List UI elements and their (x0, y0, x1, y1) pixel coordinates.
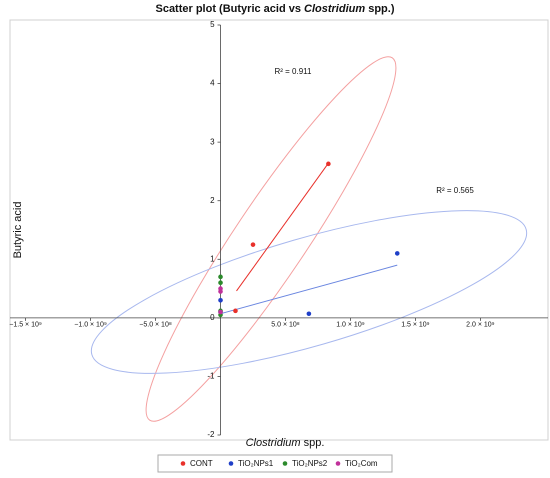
trendline (222, 264, 398, 314)
x-tick-label: −1.0 × 10⁹ (74, 322, 107, 329)
confidence-ellipse (145, 56, 397, 422)
title-part: Scatter plot (Butyric acid vs (155, 3, 304, 15)
point (326, 161, 331, 167)
point (250, 242, 256, 247)
trendline (236, 162, 329, 292)
point (218, 309, 223, 315)
y-tick-label: 5 (210, 20, 215, 29)
legend-label: TiO₂NPs2 (292, 459, 328, 468)
x-tick-label: 1.0 × 10⁹ (336, 322, 365, 329)
chart-title: Scatter plot (Butyric acid vs Clostridiu… (155, 3, 394, 15)
y-tick-label: -1 (207, 372, 215, 381)
x-tick-label: −1.5 × 10⁹ (9, 322, 42, 329)
point (218, 274, 223, 280)
point (218, 289, 223, 294)
x-tick-label: 2.0 × 10⁹ (466, 322, 495, 329)
point (394, 251, 400, 256)
legend-label: TiO₂Com (345, 459, 378, 468)
point (218, 297, 223, 303)
legend-marker (228, 461, 234, 466)
title-part: spp.) (365, 3, 395, 15)
r-squared-label: R² = 0.911 (275, 67, 313, 76)
plot-frame (9, 19, 549, 441)
x-tick-label: 5.0 × 10⁸ (271, 322, 299, 329)
y-tick-label: 4 (210, 79, 215, 88)
y-tick-label: 0 (210, 313, 215, 322)
x-axis-label: Clostridium spp. (246, 437, 325, 449)
y-tick-label: -2 (207, 430, 215, 439)
title-part: Clostridium (304, 3, 365, 15)
r-squared-label: R² = 0.565 (436, 186, 474, 195)
point (218, 280, 223, 286)
y-axis-label: Butyric acid (12, 202, 24, 259)
legend-label: CONT (190, 459, 213, 468)
legend-label: TiO₂NPs1 (238, 459, 274, 468)
x-tick-label: 1.5 × 10⁹ (401, 322, 430, 329)
confidence-ellipse (90, 210, 528, 374)
point (233, 308, 238, 314)
legend (157, 454, 393, 473)
y-tick-label: 2 (210, 196, 215, 205)
legend-marker (335, 461, 341, 466)
x-tick-label: −5.0 × 10⁸ (139, 322, 172, 329)
legend-marker (180, 461, 186, 466)
point (306, 311, 312, 317)
x-label-part: Clostridium (246, 437, 301, 449)
legend-marker (282, 461, 288, 466)
y-tick-label: 1 (210, 254, 215, 263)
y-tick-label: 3 (210, 137, 215, 146)
x-label-part: spp. (301, 437, 325, 449)
